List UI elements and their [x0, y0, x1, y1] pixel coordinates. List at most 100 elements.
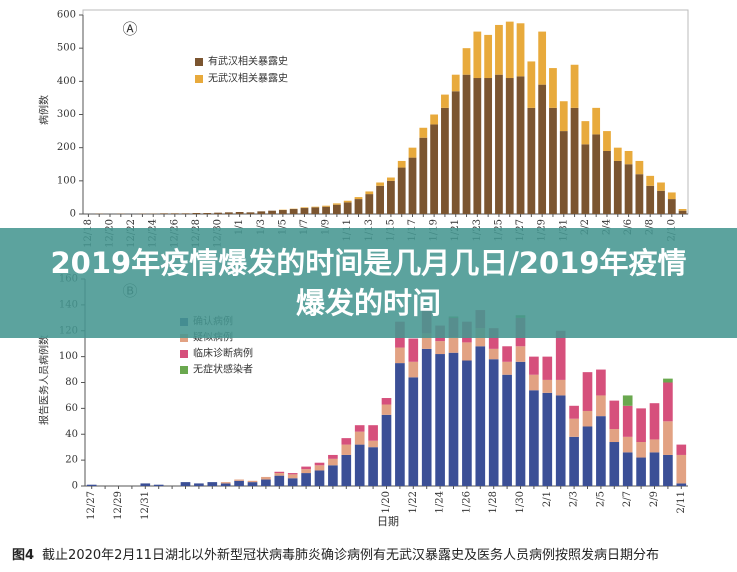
bar-segment	[570, 107, 579, 214]
bar-segment	[322, 205, 330, 207]
bar-segment	[676, 454, 687, 484]
bar-segment	[314, 462, 325, 466]
bar-segment	[368, 447, 378, 486]
bar-segment	[569, 405, 579, 419]
bar-segment	[451, 91, 460, 214]
bar-segment	[430, 124, 439, 214]
x-tick-label: 2/6	[623, 219, 634, 235]
bar-segment	[473, 31, 482, 79]
bar-segment	[387, 177, 395, 181]
bar-segment	[247, 480, 258, 483]
bar-segment	[448, 337, 459, 353]
legend-label: 有武汉相关暴露史	[208, 55, 288, 68]
x-tick-label: 2/9	[649, 491, 660, 507]
bar-segment	[397, 160, 406, 168]
bar-segment	[365, 191, 374, 195]
bar-segment	[203, 213, 212, 214]
bar-segment	[538, 84, 547, 215]
bar-segment	[435, 354, 445, 486]
bar-segment	[395, 363, 405, 486]
bar-segment	[419, 137, 428, 214]
y-tick-label: 400	[57, 76, 76, 87]
bar-segment	[343, 200, 352, 203]
bar-segment	[542, 379, 553, 393]
bar-segment	[441, 94, 449, 108]
bar-segment	[649, 403, 660, 440]
y-axis-label: 病例数	[38, 95, 51, 125]
bar-segment	[180, 482, 191, 486]
bar-segment	[274, 475, 285, 486]
bar-segment	[220, 482, 231, 484]
bar-segment	[609, 429, 620, 443]
bar-segment	[234, 480, 244, 486]
bar-segment	[376, 182, 384, 186]
x-tick-label: 1/7	[299, 219, 310, 235]
bar-segment	[408, 338, 419, 362]
bar-segment	[527, 61, 536, 108]
bar-segment	[569, 418, 579, 437]
bar-segment	[636, 457, 646, 486]
bar-segment	[676, 444, 687, 455]
bar-segment	[354, 199, 363, 214]
bar-segment	[559, 101, 568, 132]
bar-segment	[592, 134, 601, 214]
bar-segment	[462, 360, 472, 486]
bar-segment	[332, 203, 341, 205]
bar-segment	[484, 34, 493, 79]
bar-segment	[667, 199, 676, 214]
legend-swatch	[180, 334, 188, 342]
bar-segment	[408, 157, 417, 214]
bar-segment	[549, 107, 557, 214]
bar-segment	[247, 482, 258, 486]
bar-segment	[663, 421, 673, 455]
bar-segment	[505, 21, 514, 79]
caption-text: 截止2020年2月11日湖北以外新型冠状病毒肺炎确诊病例有无武汉暴露史及医务人员…	[42, 548, 659, 563]
bar-segment	[488, 328, 499, 349]
bar-segment	[314, 470, 325, 486]
bar-segment	[462, 342, 472, 361]
bar-segment	[261, 476, 271, 480]
bar-segment	[365, 194, 374, 214]
y-tick-label: 80	[65, 377, 78, 388]
bar-segment	[354, 431, 365, 445]
bar-segment	[649, 452, 660, 486]
bar-segment	[381, 414, 392, 486]
x-tick-label: 2/7	[622, 491, 633, 507]
bar-segment	[622, 436, 633, 453]
bar-segment	[502, 346, 512, 362]
x-tick-label: 2/4	[601, 219, 612, 235]
bar-segment	[214, 212, 222, 214]
bar-segment	[86, 484, 97, 486]
bar-segment	[314, 465, 325, 471]
bar-segment	[341, 438, 352, 445]
bar-segment	[555, 330, 566, 380]
bar-segment	[581, 121, 590, 145]
y-tick-label: 600	[57, 10, 76, 21]
x-tick-label: 2/2	[580, 219, 591, 235]
overlay-banner: 2019年疫情爆发的时间是几月几日/2019年疫情爆发的时间	[0, 228, 737, 338]
bar-segment	[569, 436, 579, 486]
bar-segment	[502, 374, 512, 486]
bar-segment	[624, 164, 633, 214]
bar-segment	[328, 465, 338, 486]
x-tick-label: 1/26	[461, 491, 472, 513]
bar-segment	[462, 48, 471, 75]
bar-segment	[667, 192, 676, 200]
bar-segment	[289, 209, 298, 214]
bar-segment	[192, 213, 201, 214]
bar-segment	[368, 440, 378, 448]
bar-segment	[516, 23, 525, 77]
bar-segment	[300, 208, 309, 214]
bar-segment	[559, 131, 568, 214]
bar-segment	[300, 207, 309, 209]
bar-segment	[609, 400, 620, 430]
bar-segment	[505, 78, 514, 215]
bar-segment	[140, 483, 151, 486]
bar-segment	[408, 377, 419, 486]
x-tick-label: 1/5	[277, 219, 288, 235]
bar-segment	[622, 452, 633, 486]
bar-segment	[448, 352, 459, 486]
bar-segment	[246, 212, 255, 214]
bar-segment	[322, 206, 330, 214]
